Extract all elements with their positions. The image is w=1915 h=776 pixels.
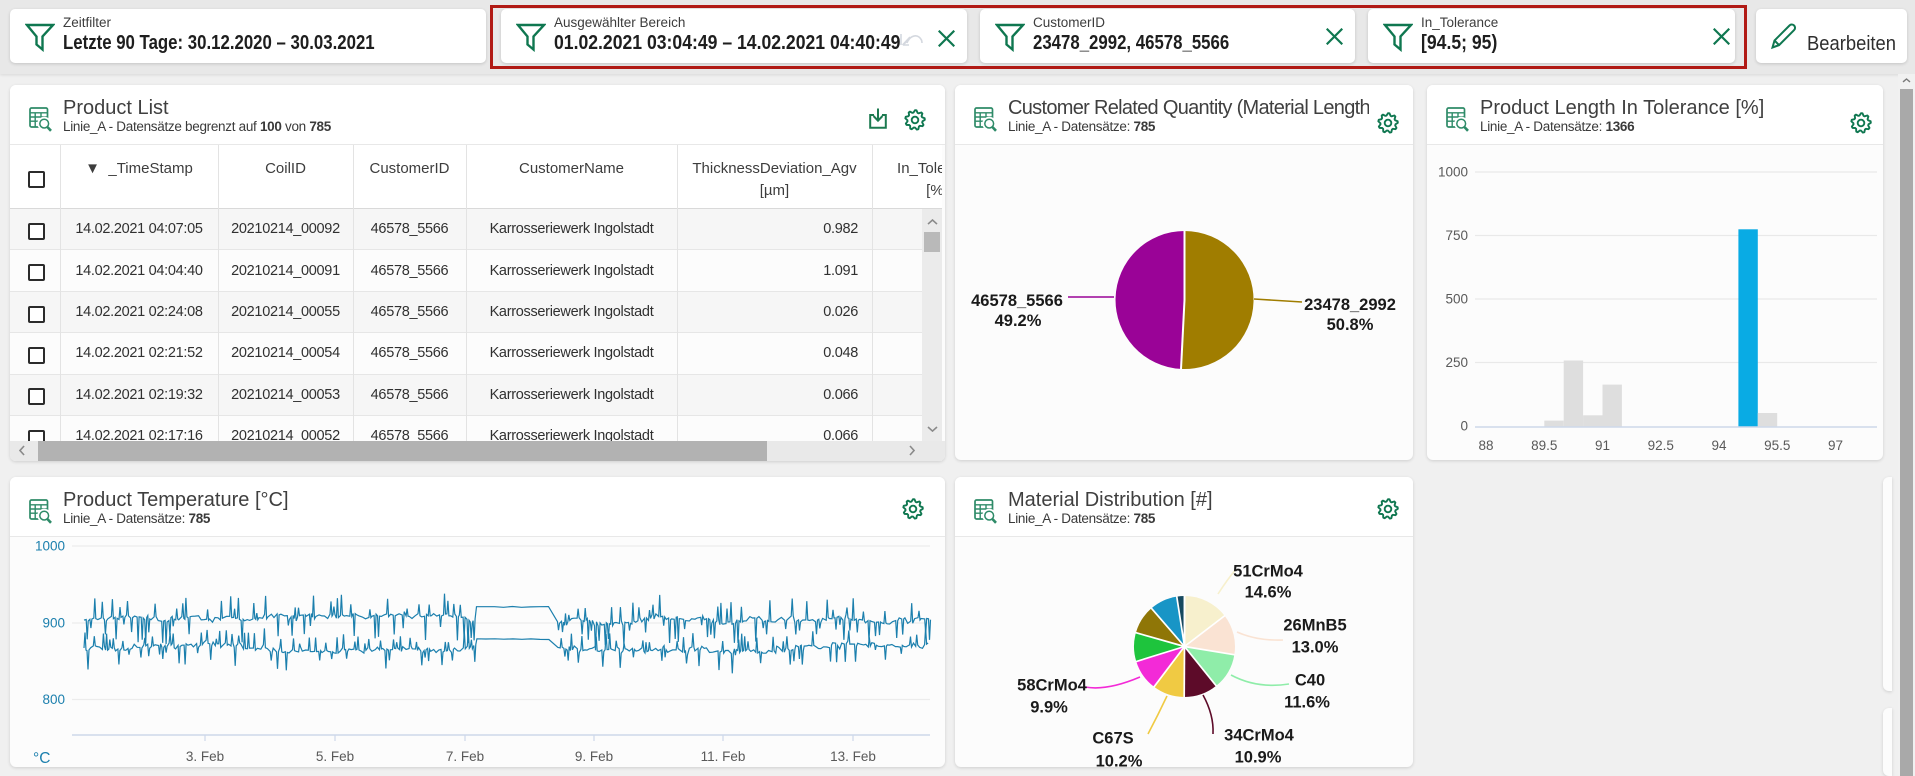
svg-text:C67S: C67S — [1092, 730, 1133, 748]
svg-text:14.6%: 14.6% — [1245, 584, 1292, 602]
svg-text:89.5: 89.5 — [1531, 438, 1557, 453]
svg-text:1000: 1000 — [35, 539, 65, 554]
svg-text:750: 750 — [1445, 228, 1468, 243]
svg-text:23478_2992: 23478_2992 — [1304, 296, 1396, 314]
svg-text:250: 250 — [1445, 355, 1468, 370]
svg-text:13. Feb: 13. Feb — [830, 749, 876, 764]
svg-text:5. Feb: 5. Feb — [316, 749, 354, 764]
svg-text:94: 94 — [1711, 438, 1727, 453]
svg-text:49.2%: 49.2% — [995, 312, 1042, 330]
svg-text:3. Feb: 3. Feb — [186, 749, 224, 764]
svg-text:26MnB5: 26MnB5 — [1283, 617, 1346, 635]
svg-text:34CrMo4: 34CrMo4 — [1224, 727, 1295, 745]
svg-text:900: 900 — [42, 616, 65, 631]
svg-text:°C: °C — [33, 750, 50, 767]
svg-text:800: 800 — [42, 692, 65, 707]
svg-text:88: 88 — [1478, 438, 1493, 453]
svg-text:10.9%: 10.9% — [1235, 749, 1282, 767]
svg-text:13.0%: 13.0% — [1292, 639, 1339, 657]
svg-text:11. Feb: 11. Feb — [701, 749, 746, 764]
svg-text:0: 0 — [1460, 419, 1468, 434]
svg-text:7. Feb: 7. Feb — [446, 749, 484, 764]
svg-text:C40: C40 — [1295, 672, 1325, 690]
svg-text:51CrMo4: 51CrMo4 — [1233, 563, 1304, 581]
svg-text:500: 500 — [1445, 292, 1468, 307]
svg-text:92.5: 92.5 — [1648, 438, 1674, 453]
svg-text:46578_5566: 46578_5566 — [971, 292, 1063, 310]
svg-text:58CrMo4: 58CrMo4 — [1017, 677, 1088, 695]
svg-text:97: 97 — [1828, 438, 1843, 453]
svg-text:91: 91 — [1595, 438, 1610, 453]
svg-text:50.8%: 50.8% — [1327, 316, 1374, 334]
svg-text:1000: 1000 — [1438, 165, 1468, 180]
svg-text:10.2%: 10.2% — [1096, 753, 1143, 768]
svg-text:11.6%: 11.6% — [1284, 694, 1330, 712]
svg-text:9. Feb: 9. Feb — [575, 749, 613, 764]
svg-text:9.9%: 9.9% — [1030, 699, 1068, 717]
svg-text:95.5: 95.5 — [1764, 438, 1790, 453]
